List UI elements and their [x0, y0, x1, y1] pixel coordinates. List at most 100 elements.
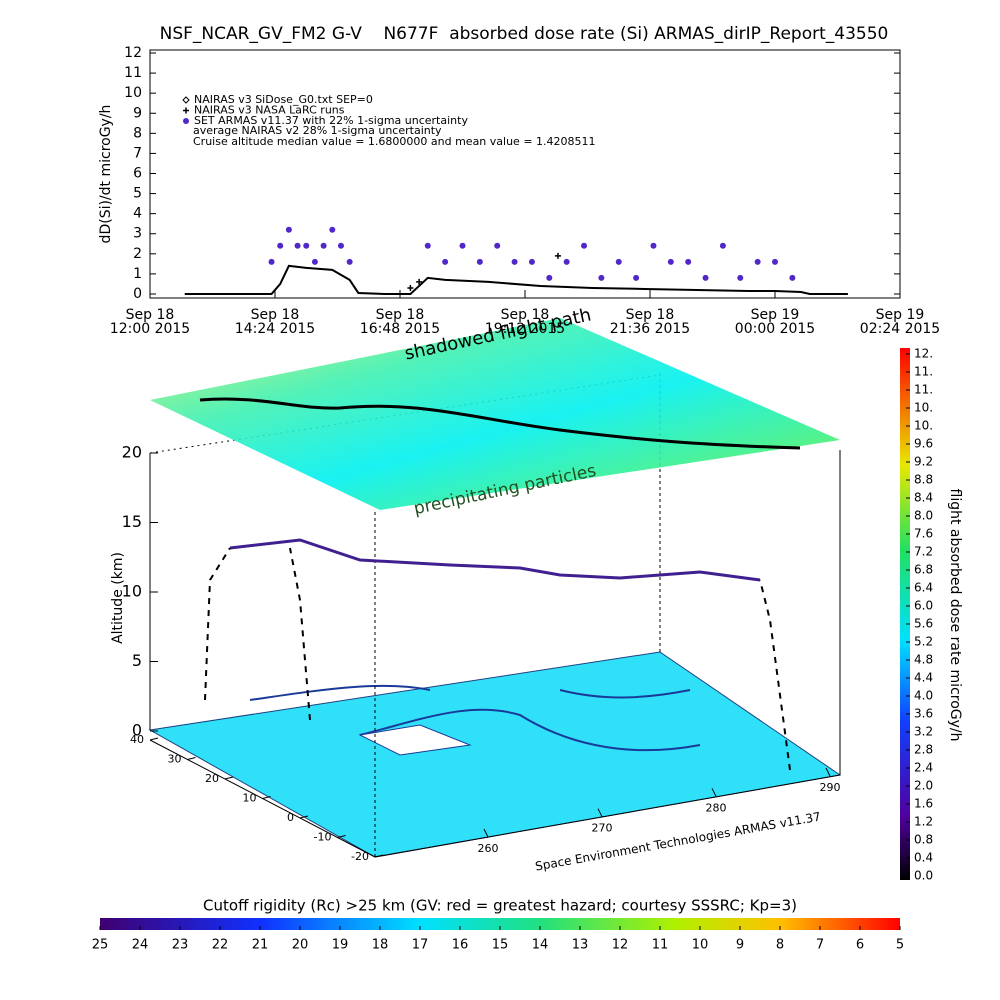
colorbar-tick-label: 8 — [776, 938, 784, 953]
colorbar-tick-label: 8.4 — [914, 491, 933, 505]
lat-tick-label: 30 — [168, 753, 182, 766]
z-tick-label: 0 — [132, 721, 142, 740]
plus-marker — [416, 278, 423, 285]
colorbar-tick-label: 9.6 — [914, 437, 933, 451]
colorbar — [900, 348, 910, 880]
colorbar-tick-label: 8.0 — [914, 509, 933, 523]
lat-tick-label: 0 — [287, 811, 294, 824]
point — [311, 258, 318, 265]
colorbar-tick-label: 3.6 — [914, 707, 933, 721]
annotation: Cruise altitude median value = 1.6800000… — [193, 135, 596, 148]
lon-tick — [711, 788, 717, 797]
y-tick-label: 6 — [133, 165, 142, 181]
x-tick-label: Sep 19 — [876, 307, 925, 323]
point — [442, 258, 449, 265]
point — [459, 242, 466, 249]
colorbar-tick-label: 1.6 — [914, 797, 933, 811]
lat-tick — [374, 854, 384, 858]
coastline — [249, 684, 701, 752]
x-tick-label: Sep 18 — [376, 307, 425, 323]
colorbar-tick-label: 2.0 — [914, 779, 933, 793]
colorbar-tick-label: 6.0 — [914, 599, 933, 613]
lat-tick-label: -20 — [351, 850, 369, 863]
series-line — [184, 264, 848, 295]
colorbar-tick-label: 5 — [896, 938, 904, 953]
colorbar-tick-label: 25 — [92, 938, 109, 953]
colorbar-tick-label: 7.6 — [914, 527, 933, 541]
colorbar-tick-label: 20 — [292, 938, 309, 953]
y-tick-label: 8 — [133, 125, 142, 141]
colorbar-tick-label: 7.2 — [914, 545, 933, 559]
colorbar-tick-label: 4.0 — [914, 689, 933, 703]
y-tick-label: 3 — [133, 226, 142, 242]
plus-marker — [407, 284, 414, 291]
colorbar-tick-label: 19 — [332, 938, 349, 953]
colorbar-tick-label: 8.8 — [914, 473, 933, 487]
x-tick-label: Sep 18 — [626, 307, 675, 323]
point — [650, 242, 657, 249]
y-tick-label: 4 — [133, 206, 142, 222]
lon-tick — [597, 808, 603, 817]
legend-label: SET ARMAS v11.37 with 22% 1-sigma uncert… — [194, 114, 468, 127]
y-axis-label: dD(Si)/dt microGy/h — [98, 105, 114, 244]
x-tick-label: Sep 19 — [751, 307, 800, 323]
z-tick-label: 20 — [122, 443, 142, 462]
point — [528, 258, 535, 265]
point — [424, 242, 431, 249]
point — [598, 274, 605, 281]
y-tick-label: 7 — [133, 145, 142, 161]
point — [581, 242, 588, 249]
y-tick-label: 1 — [133, 266, 142, 282]
y-tick-label: 9 — [133, 105, 142, 121]
point — [494, 242, 501, 249]
lat-tick-label: -10 — [314, 831, 332, 844]
point — [563, 258, 570, 265]
colorbar-tick-label: 0.4 — [914, 851, 933, 865]
point — [546, 274, 553, 281]
x-tick-label: 14:24 2015 — [235, 321, 315, 337]
chart-title: NSF_NCAR_GV_FM2 G-V N677F absorbed dose … — [160, 24, 889, 44]
z-tick-label: 15 — [122, 512, 142, 531]
lat-tick — [337, 835, 346, 838]
colorbar-tick-label: 15 — [492, 938, 509, 953]
lat-tick — [224, 776, 234, 780]
flight-path — [229, 538, 761, 582]
colorbar-tick-label: 9 — [736, 938, 744, 953]
point — [337, 242, 344, 249]
colorbar-tick-label: 12. — [914, 347, 933, 361]
x-tick-label: 21:36 2015 — [610, 321, 690, 337]
altitude-profile — [204, 547, 791, 771]
point — [294, 242, 301, 249]
colorbar-tick-label: 11 — [652, 938, 669, 953]
colorbar-tick-label: 4.4 — [914, 671, 933, 685]
point — [346, 258, 353, 265]
lat-tick-label: 20 — [205, 772, 219, 785]
colorbar-tick-label: 10. — [914, 419, 933, 433]
x-tick-label: 16:48 2015 — [360, 321, 440, 337]
point — [737, 274, 744, 281]
point — [285, 226, 292, 233]
colorbar-tick-label: 16 — [452, 938, 469, 953]
point — [320, 242, 327, 249]
colorbar-tick-label: 2.8 — [914, 743, 933, 757]
lat-tick — [299, 815, 309, 819]
legend-symbol — [182, 96, 190, 104]
lon-tick-label: 290 — [820, 781, 841, 794]
colorbar-tick-label: 22 — [212, 938, 229, 953]
colorbar-tick-label: 11. — [914, 383, 933, 397]
annotation: average NAIRAS v2 28% 1-sigma uncertaint… — [193, 124, 442, 137]
x-tick-label: 12:00 2015 — [110, 321, 190, 337]
colorbar-tick-label: 3.2 — [914, 725, 933, 739]
legend-label: NAIRAS v3 SiDose_G0.txt SEP=0 — [194, 93, 373, 106]
point — [615, 258, 622, 265]
colorbar-tick-label: 5.6 — [914, 617, 933, 631]
y-tick-label: 0 — [133, 286, 142, 302]
lat-tick-label: 40 — [130, 733, 144, 746]
z-tick-label: 10 — [122, 582, 142, 601]
x-tick-label: 19:12 2015 — [485, 321, 565, 337]
point — [476, 258, 483, 265]
point — [789, 274, 796, 281]
colorbar-tick-label: 12 — [612, 938, 629, 953]
lon-tick-label: 270 — [592, 822, 613, 835]
point — [719, 242, 726, 249]
